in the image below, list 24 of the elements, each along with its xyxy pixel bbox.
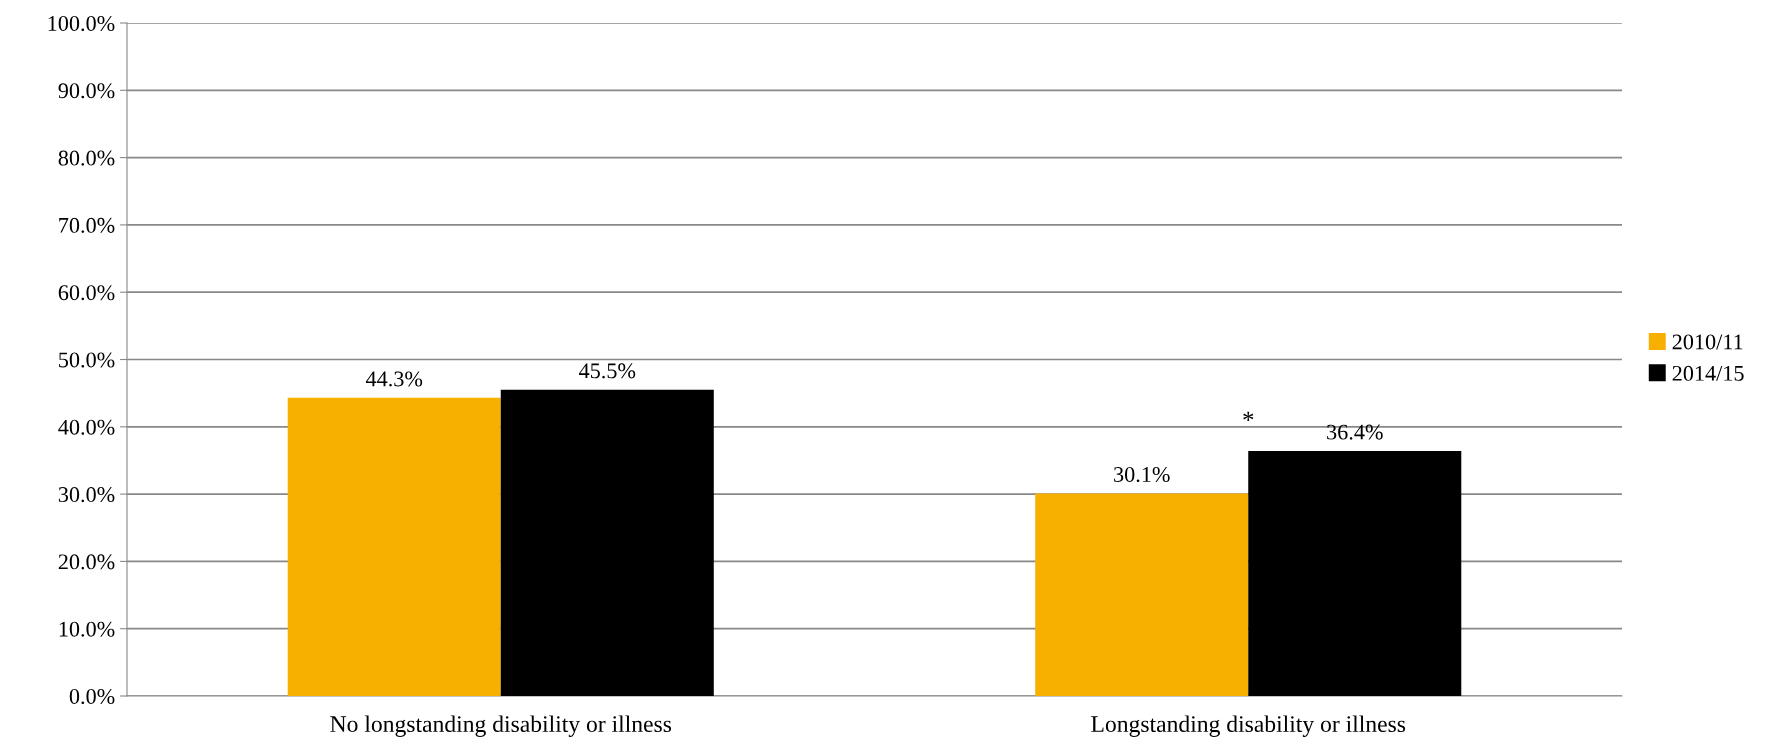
bar	[500, 389, 714, 696]
data-label: 45.5%	[579, 363, 636, 379]
y-tick-label: 40.0%	[58, 419, 115, 435]
bar	[1035, 493, 1249, 696]
annotation: *	[1243, 411, 1254, 421]
data-label: 36.4%	[1327, 424, 1383, 440]
y-tick-label: 60.0%	[58, 285, 115, 301]
y-tick-label: 50.0%	[59, 352, 115, 368]
y-tick-label: 0.0%	[69, 688, 115, 705]
legend-label: 2010/11	[1672, 334, 1743, 350]
y-tick-label: 70.0%	[59, 217, 115, 233]
bar	[1248, 451, 1462, 696]
x-tick-label: Longstanding disability or illness	[1091, 715, 1406, 737]
legend-label: 2014/15	[1672, 365, 1744, 381]
y-tick-label: 100.0%	[48, 15, 115, 32]
data-label: 44.3%	[365, 371, 423, 387]
y-tick-label: 20.0%	[58, 554, 115, 570]
y-tick-label: 10.0%	[59, 621, 115, 637]
bar	[287, 397, 501, 696]
y-tick-label: 30.0%	[58, 487, 115, 503]
y-tick-label: 90.0%	[58, 83, 115, 99]
x-tick-label: No longstanding disability or illness	[330, 715, 672, 737]
data-label: 30.1%	[1114, 466, 1170, 483]
y-tick-label: 80.0%	[58, 150, 115, 166]
